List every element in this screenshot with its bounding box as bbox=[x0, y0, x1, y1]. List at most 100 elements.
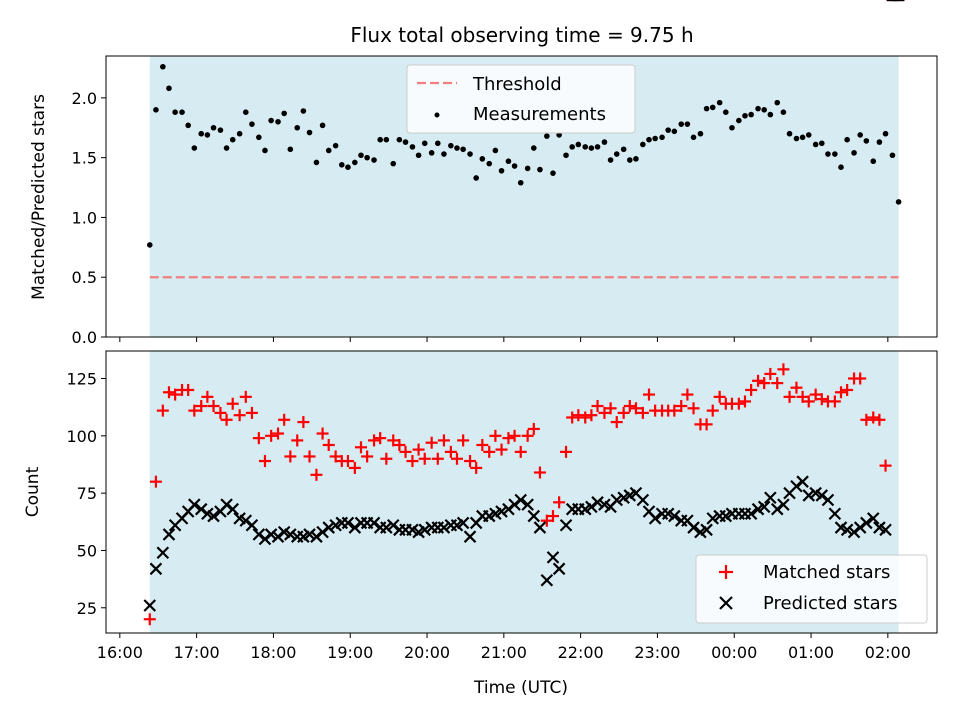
measurement-point bbox=[275, 118, 281, 125]
predicted-star-marker bbox=[828, 507, 842, 521]
measurement-point bbox=[454, 145, 460, 151]
measurement-point bbox=[659, 134, 665, 141]
top-y-axis: 0.0 0.5 1.0 1.5 2.0 bbox=[72, 89, 106, 347]
matched-star-marker bbox=[617, 406, 630, 419]
matched-star-marker bbox=[738, 395, 751, 408]
predicted-star-marker bbox=[757, 500, 771, 514]
measurement-point bbox=[383, 136, 390, 143]
predicted-star-marker bbox=[815, 489, 829, 502]
measurement-point bbox=[550, 170, 556, 176]
top-legend: Threshold Measurements bbox=[406, 64, 636, 134]
measurement-point bbox=[448, 142, 454, 149]
measurement-point bbox=[805, 132, 812, 138]
measurement-point bbox=[153, 107, 159, 113]
matched-star-marker bbox=[623, 400, 636, 413]
measurement-point bbox=[332, 142, 339, 149]
measurement-point bbox=[793, 135, 800, 142]
matched-star-marker bbox=[879, 459, 892, 472]
measurement-point bbox=[537, 166, 543, 173]
matched-star-marker bbox=[610, 416, 623, 429]
measurement-point bbox=[748, 111, 754, 118]
measurement-point bbox=[876, 139, 883, 145]
measurement-point bbox=[415, 152, 422, 159]
measurement-point bbox=[402, 139, 409, 145]
matched-star-marker bbox=[771, 377, 784, 390]
measurement-point bbox=[851, 150, 857, 156]
measurement-point bbox=[761, 107, 767, 113]
matched-star-marker bbox=[867, 411, 880, 424]
matched-star-marker bbox=[681, 388, 694, 401]
predicted-star-marker bbox=[188, 498, 201, 511]
predicted-star-marker bbox=[322, 521, 336, 534]
measurement-point bbox=[441, 151, 447, 157]
predicted-star-marker bbox=[514, 493, 528, 507]
matched-star-marker bbox=[828, 395, 841, 408]
matched-star-marker bbox=[687, 402, 700, 415]
predicted-star-marker bbox=[796, 475, 809, 488]
predicted-star-marker bbox=[847, 525, 861, 539]
matched-star-marker bbox=[195, 400, 208, 413]
matched-star-marker bbox=[143, 613, 156, 626]
measurement-point bbox=[473, 175, 479, 181]
legend-predicted-label: Predicted stars bbox=[763, 593, 897, 614]
matched-star-marker bbox=[374, 432, 387, 445]
measurement-point bbox=[838, 164, 844, 171]
matched-star-marker bbox=[188, 404, 201, 417]
matched-star-marker bbox=[579, 411, 592, 424]
legend-matched-label: Matched stars bbox=[763, 562, 890, 583]
predicted-star-marker bbox=[207, 509, 220, 523]
predicted-star-marker bbox=[706, 512, 720, 525]
measurement-point bbox=[434, 140, 441, 147]
measurement-point bbox=[774, 99, 781, 106]
x-tick-label: 16:00 bbox=[97, 643, 143, 662]
predicted-star-marker bbox=[264, 528, 278, 541]
measurement-point bbox=[467, 151, 473, 157]
matched-star-marker bbox=[502, 432, 515, 445]
matched-star-marker bbox=[437, 434, 450, 447]
predicted-star-marker bbox=[437, 521, 451, 534]
matched-star-marker bbox=[444, 445, 457, 458]
matched-star-marker bbox=[476, 439, 489, 451]
predicted-star-marker bbox=[220, 498, 233, 511]
measurement-point bbox=[319, 122, 326, 129]
legend-measurements-label: Measurements bbox=[473, 104, 606, 125]
matched-star-marker bbox=[796, 390, 809, 403]
legend-matched-swatch bbox=[719, 565, 733, 579]
measurement-point bbox=[345, 164, 351, 171]
y-tick-label: 125 bbox=[66, 370, 97, 389]
predicted-star-marker bbox=[777, 498, 790, 511]
measurement-point bbox=[818, 140, 825, 147]
measurement-point bbox=[665, 127, 671, 133]
legend-measurements-swatch bbox=[434, 112, 440, 118]
predicted-star-marker bbox=[367, 516, 381, 530]
top-plot-frame bbox=[105, 55, 938, 338]
matched-star-marker bbox=[591, 400, 604, 413]
matched-star-marker bbox=[393, 439, 406, 451]
measurement-point bbox=[857, 132, 863, 138]
measurement-point bbox=[511, 163, 518, 169]
legend-predicted-swatch bbox=[719, 596, 733, 610]
predicted-star-marker bbox=[840, 523, 854, 537]
matched-star-marker bbox=[450, 452, 463, 465]
measurement-point bbox=[524, 165, 531, 172]
matched-star-marker bbox=[245, 406, 258, 419]
predicted-star-marker bbox=[700, 523, 713, 537]
measurement-point bbox=[352, 159, 358, 166]
measurement-point bbox=[588, 145, 595, 151]
measurement-point bbox=[294, 124, 301, 131]
matched-star-marker bbox=[214, 406, 227, 419]
matched-star-marker bbox=[156, 404, 169, 417]
measurement-point bbox=[146, 242, 153, 248]
matched-star-marker bbox=[752, 374, 765, 387]
top-panel: 0.00.51.01.52.0 Matched/Predicted stars … bbox=[29, 55, 938, 347]
predicted-star-marker bbox=[143, 599, 157, 612]
predicted-star-marker bbox=[310, 530, 323, 543]
measurement-point bbox=[594, 144, 601, 150]
matched-star-marker bbox=[815, 393, 828, 406]
predicted-star-marker bbox=[546, 551, 560, 564]
measurement-point bbox=[812, 141, 819, 148]
y-tick-label: 100 bbox=[66, 427, 97, 446]
measurement-point bbox=[613, 151, 620, 157]
predicted-star-marker bbox=[821, 493, 835, 507]
matched-star-marker bbox=[636, 406, 649, 419]
